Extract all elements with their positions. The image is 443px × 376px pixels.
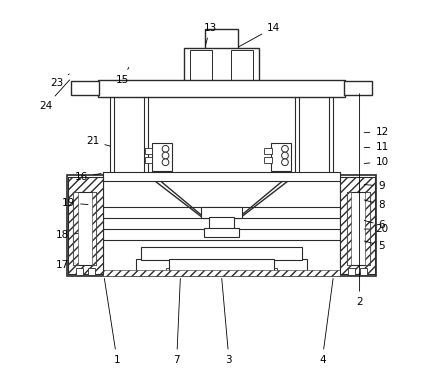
Bar <box>190 50 212 82</box>
Bar <box>144 97 148 171</box>
Bar <box>169 259 274 274</box>
Bar <box>201 208 242 218</box>
Bar <box>74 192 97 264</box>
Bar <box>346 192 369 264</box>
Circle shape <box>162 146 169 152</box>
Text: 9: 9 <box>364 181 385 191</box>
Circle shape <box>282 152 288 159</box>
Bar <box>343 81 372 96</box>
Bar <box>136 259 307 274</box>
Bar <box>109 97 114 171</box>
Bar <box>231 50 253 82</box>
Bar <box>71 81 100 96</box>
Bar <box>348 268 355 274</box>
Text: 7: 7 <box>173 279 180 365</box>
Text: 10: 10 <box>364 157 389 167</box>
Text: 14: 14 <box>239 23 280 47</box>
Text: 2: 2 <box>356 94 363 307</box>
Text: 18: 18 <box>56 230 78 240</box>
Bar <box>271 143 291 171</box>
Bar <box>209 217 234 230</box>
Text: 13: 13 <box>204 23 217 45</box>
Circle shape <box>162 152 169 159</box>
Bar <box>68 177 103 274</box>
Text: 5: 5 <box>364 241 385 251</box>
Text: 15: 15 <box>116 67 129 85</box>
Circle shape <box>282 159 288 165</box>
Bar <box>340 177 375 274</box>
Bar <box>340 177 375 274</box>
Text: 16: 16 <box>75 172 101 182</box>
Text: 20: 20 <box>364 224 389 234</box>
Bar <box>145 149 152 154</box>
Text: 3: 3 <box>222 279 232 365</box>
Circle shape <box>162 159 169 165</box>
Bar <box>264 149 272 154</box>
Bar <box>329 97 334 171</box>
Text: 21: 21 <box>86 136 111 146</box>
Bar <box>205 29 238 50</box>
Bar <box>264 158 272 163</box>
Bar <box>88 268 95 274</box>
Bar <box>204 228 239 237</box>
Text: 6: 6 <box>364 220 385 230</box>
Bar <box>66 175 377 276</box>
Bar <box>103 172 340 180</box>
Bar <box>98 80 345 97</box>
Bar <box>360 268 367 274</box>
Text: 24: 24 <box>39 80 70 111</box>
Bar <box>92 192 97 264</box>
Bar <box>74 192 78 264</box>
Text: 11: 11 <box>364 142 389 152</box>
Bar <box>346 192 351 264</box>
Bar <box>365 192 369 264</box>
Text: 17: 17 <box>56 259 75 270</box>
Bar <box>184 48 259 83</box>
Text: 23: 23 <box>50 74 69 88</box>
Bar <box>152 143 172 171</box>
Bar <box>166 268 277 274</box>
Bar <box>76 268 83 274</box>
Text: 19: 19 <box>62 198 88 208</box>
Text: 12: 12 <box>364 127 389 137</box>
Bar <box>68 177 103 274</box>
Bar <box>103 270 340 276</box>
Circle shape <box>282 146 288 152</box>
Text: 8: 8 <box>364 200 385 210</box>
Bar <box>141 247 302 260</box>
Text: 1: 1 <box>105 279 120 365</box>
Bar <box>145 158 152 163</box>
Text: 4: 4 <box>319 279 333 365</box>
Bar <box>295 97 299 171</box>
